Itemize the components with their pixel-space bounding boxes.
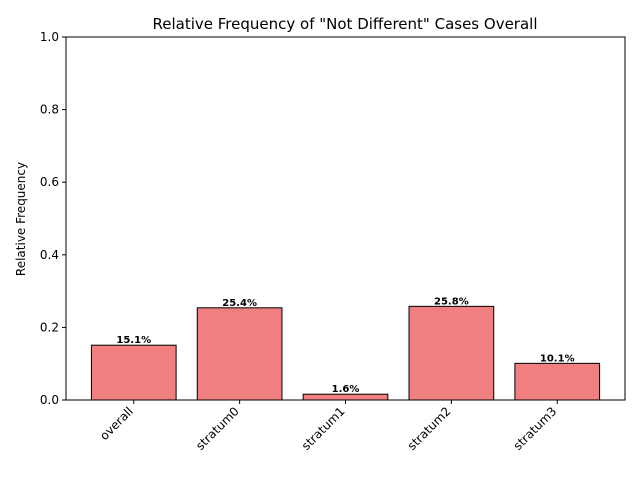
x-tick-label-stratum2: stratum2 — [405, 404, 454, 453]
y-tick-label: 0.8 — [40, 103, 59, 117]
x-tick-label-overall: overall — [97, 404, 136, 443]
bar-overall — [90, 344, 177, 401]
y-tick-label: 0.6 — [40, 175, 59, 189]
data-label-overall: 15.1% — [116, 335, 151, 346]
bar-stratum0 — [196, 307, 283, 401]
x-tick-label-stratum3: stratum3 — [511, 404, 560, 453]
x-tick-label-stratum0: stratum0 — [193, 404, 242, 453]
data-label-stratum0: 25.4% — [222, 298, 257, 309]
x-ticks-group: overall stratum0 stratum1 stratum2 stratum3 — [97, 400, 559, 453]
y-tick-label: 0.2 — [40, 320, 59, 334]
y-tick-label: 0.4 — [40, 248, 59, 262]
bars-group: 15.1% 25.4% 1.6% 25.8% 10.1% — [90, 296, 601, 401]
x-tick-label-stratum1: stratum1 — [299, 404, 348, 453]
bar-stratum3 — [514, 362, 601, 401]
plot-frame — [65, 36, 626, 401]
chart-title: Relative Frequency of "Not Different" Ca… — [153, 15, 538, 33]
y-axis-label: Relative Frequency — [14, 162, 28, 276]
data-label-stratum3: 10.1% — [540, 353, 575, 364]
bar-stratum2 — [408, 305, 495, 401]
y-tick-label: 0.0 — [40, 393, 59, 407]
data-label-stratum2: 25.8% — [434, 296, 469, 307]
y-tick-label: 1.0 — [40, 30, 59, 44]
y-ticks-group: 0.0 0.2 0.4 0.6 0.8 1.0 — [40, 30, 66, 407]
data-label-stratum1: 1.6% — [332, 384, 360, 395]
